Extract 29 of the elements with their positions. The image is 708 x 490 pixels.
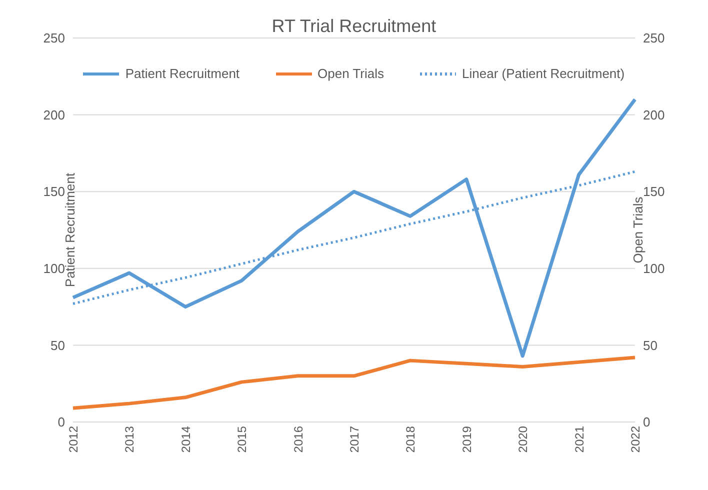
y2-tick-label: 0 xyxy=(643,414,650,430)
legend-label: Patient Recruitment xyxy=(125,66,240,81)
x-tick-label: 2015 xyxy=(235,426,250,453)
x-tick-label: 2016 xyxy=(291,426,306,453)
x-tick-label: 2020 xyxy=(516,426,530,453)
x-tick-label: 2017 xyxy=(348,426,362,453)
legend-label: Open Trials xyxy=(318,66,384,81)
x-tick-label: 2013 xyxy=(122,426,137,453)
y-tick-label: 150 xyxy=(43,184,65,200)
y2-axis-title: Open Trials xyxy=(630,196,646,264)
y2-tick-label: 200 xyxy=(643,107,665,122)
x-tick-label: 2019 xyxy=(460,426,474,453)
x-tick-label: 2014 xyxy=(178,426,193,453)
y-tick-label: 100 xyxy=(43,261,65,276)
x-tick-label: 2018 xyxy=(404,426,418,453)
y2-tick-label: 250 xyxy=(643,30,665,46)
y-tick-label: 250 xyxy=(43,30,65,46)
y-tick-label: 50 xyxy=(50,338,65,353)
chart-title: RT Trial Recruitment xyxy=(272,16,436,36)
y2-tick-label: 150 xyxy=(643,184,665,200)
legend-label: Linear (Patient Recruitment) xyxy=(462,66,625,81)
line-series xyxy=(71,356,637,410)
y2-tick-label: 50 xyxy=(643,338,658,353)
x-tick-label: 2021 xyxy=(572,426,586,453)
y-tick-label: 0 xyxy=(58,414,65,430)
y-tick-label: 200 xyxy=(43,107,65,122)
x-tick-label: 2022 xyxy=(628,426,643,453)
x-tick-label: 2012 xyxy=(66,426,81,453)
y2-tick-label: 100 xyxy=(643,261,665,276)
